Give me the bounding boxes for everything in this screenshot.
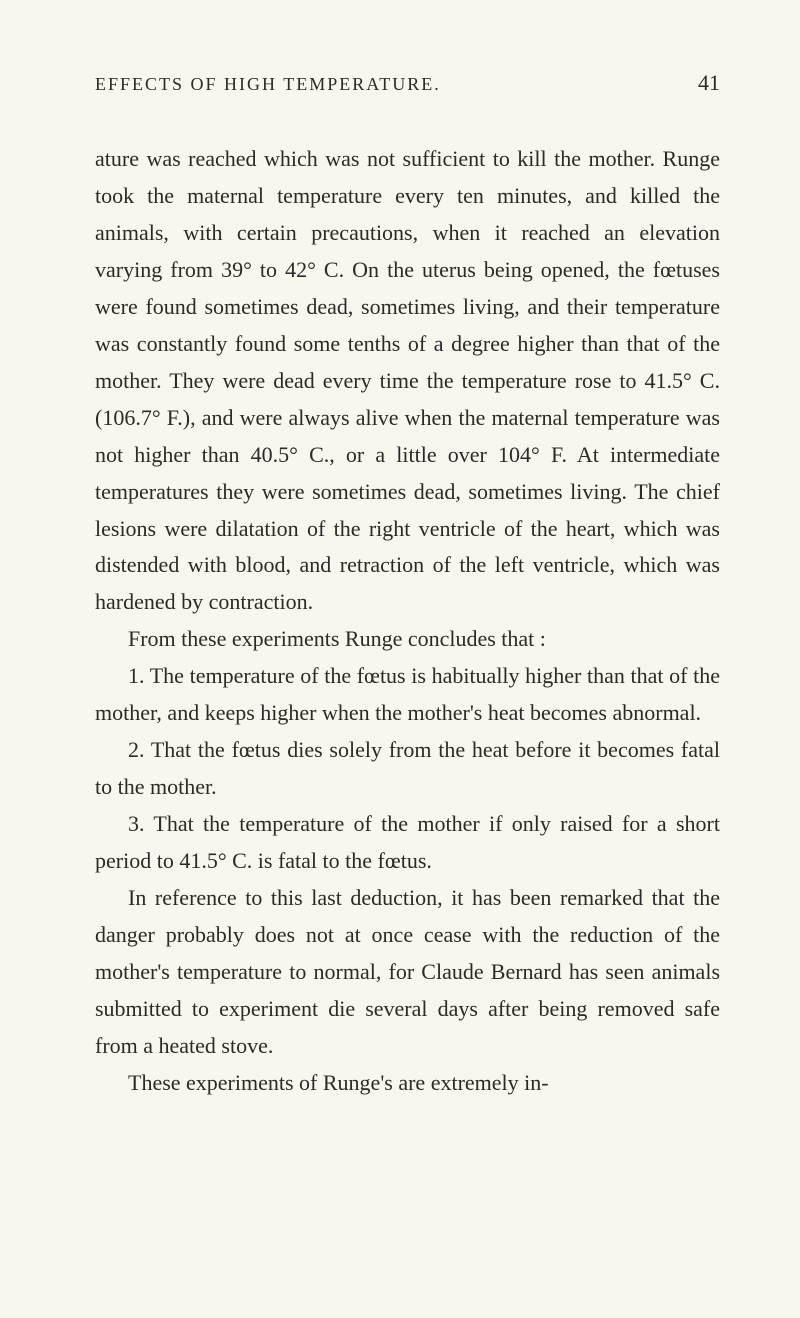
paragraph-2: From these experiments Runge concludes t… bbox=[95, 621, 720, 658]
header-title: EFFECTS OF HIGH TEMPERATURE. bbox=[95, 74, 441, 95]
paragraph-5: 3. That the temperature of the mother if… bbox=[95, 806, 720, 880]
page-number: 41 bbox=[698, 70, 720, 96]
paragraph-6: In reference to this last deduction, it … bbox=[95, 880, 720, 1065]
paragraph-3: 1. The temperature of the fœtus is habit… bbox=[95, 658, 720, 732]
paragraph-4: 2. That the fœtus dies solely from the h… bbox=[95, 732, 720, 806]
paragraph-7: These experiments of Runge's are extreme… bbox=[95, 1065, 720, 1102]
paragraph-1: ature was reached which was not sufficie… bbox=[95, 141, 720, 621]
page-header: EFFECTS OF HIGH TEMPERATURE. 41 bbox=[95, 70, 720, 96]
body-text: ature was reached which was not sufficie… bbox=[95, 141, 720, 1102]
